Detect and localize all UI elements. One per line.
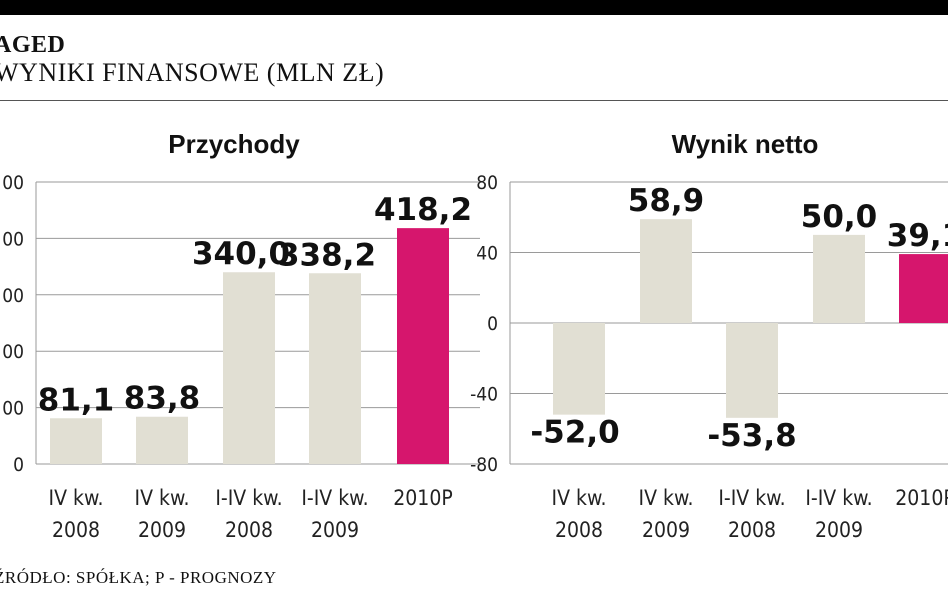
net-income-category-label: IV kw. [639,486,694,510]
revenue-category-label: I-IV kw. [215,486,282,510]
net-income-value-label: 50,0 [801,199,878,235]
revenue-value-label: 83,8 [124,381,201,417]
revenue-bar [309,273,361,464]
revenue-bar [136,416,188,464]
revenue-category-label: 2009 [138,518,186,542]
revenue-category-label: 2008 [52,518,100,542]
revenue-value-label: 418,2 [374,192,472,228]
net-income-category-label: I-IV kw. [805,486,872,510]
net-income-ytick-label: 80 [476,172,498,194]
net-income-value-label: -52,0 [530,415,619,451]
net-income-value-label: 58,9 [628,183,705,219]
top-bar [0,0,948,15]
net-income-chart: Wynik netto -80 -40 0 40 80 -52,0 IV kw. 2008 58,… [470,129,948,542]
revenue-category-label: 2008 [225,518,273,542]
net-income-ytick-label: 40 [476,243,498,265]
net-income-category-label: 2008 [728,518,776,542]
net-income-category-label: 2008 [555,518,603,542]
company-name: AGED [0,32,66,58]
revenue-bar [223,272,275,464]
revenue-ytick-label: 00 [2,341,24,363]
net-income-ytick-label: -80 [470,454,498,476]
revenue-bar [397,228,449,464]
net-income-category-label: IV kw. [552,486,607,510]
revenue-value-label: 81,1 [38,382,115,418]
revenue-value-label: 338,2 [278,237,376,273]
revenue-category-label: IV kw. [49,486,104,510]
revenue-category-label: IV kw. [135,486,190,510]
net-income-bar [726,323,778,418]
revenue-category-label: 2010P [393,486,452,510]
revenue-bar [50,418,102,464]
net-income-value-label: -53,8 [707,418,796,454]
net-income-ytick-label: 0 [487,313,498,335]
revenue-ytick-label: 0 [13,454,24,476]
revenue-title: Przychody [168,129,300,159]
net-income-category-label: 2009 [815,518,863,542]
net-income-title: Wynik netto [672,129,819,159]
revenue-category-label: I-IV kw. [301,486,368,510]
chart-subtitle: WYNIKI FINANSOWE (MLN ZŁ) [0,58,385,87]
revenue-ytick-label: 00 [2,172,24,194]
net-income-bar [899,254,948,323]
net-income-value-label: 39,1 [887,218,948,254]
net-income-bar [640,219,692,323]
header-divider [0,100,948,101]
net-income-category-label: I-IV kw. [718,486,785,510]
revenue-value-label: 340,0 [192,236,290,272]
net-income-ytick-label: -40 [470,384,498,406]
revenue-ytick-label: 00 [2,228,24,250]
revenue-ytick-label: 00 [2,398,24,420]
revenue-ytick-label: 00 [2,285,24,307]
net-income-bar [813,234,865,323]
net-income-category-label: 2010P [895,486,948,510]
net-income-category-label: 2009 [642,518,690,542]
net-income-bar [553,323,605,415]
source-note: ŹRÓDŁO: SPÓŁKA; P - PROGNOZY [0,568,277,587]
revenue-category-label: 2009 [311,518,359,542]
